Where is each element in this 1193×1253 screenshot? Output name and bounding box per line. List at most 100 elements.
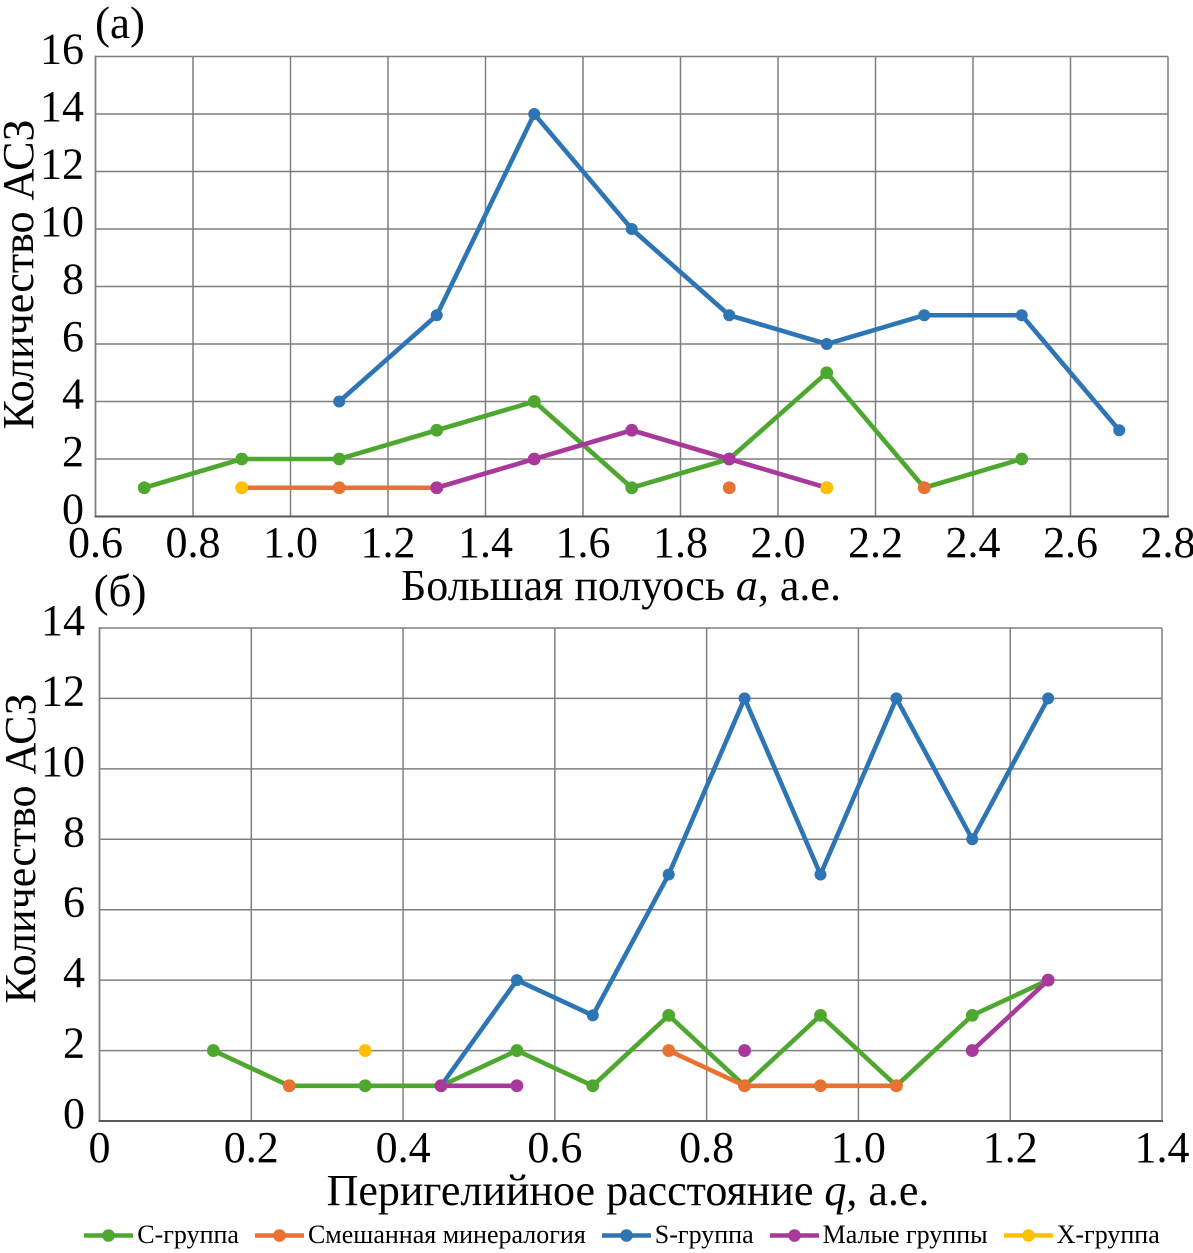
y-tick-label: 0 (63, 1089, 85, 1138)
series-S-группа (435, 692, 1055, 1092)
data-point (738, 1079, 751, 1093)
data-point (527, 395, 541, 408)
data-point (965, 1044, 979, 1057)
data-point (510, 974, 523, 987)
legend-label: S-группа (654, 1220, 754, 1249)
panel-2: 0 0.2 0.4 0.6 0.8 1.0 1.2 1.4 0 2 4 6 8 10 12 14(б) Пери… (0, 566, 1190, 1215)
data-point (820, 338, 833, 350)
series-Малые группы (434, 973, 1055, 1093)
y-tick-label: 2 (63, 1019, 85, 1068)
data-point (430, 309, 443, 322)
x-tick-label: 2.0 (751, 518, 806, 567)
y-tick-label: 14 (40, 82, 84, 131)
data-point (358, 1044, 372, 1057)
legend-label: C-группа (137, 1220, 239, 1249)
x-tick-label: 1.6 (556, 518, 611, 567)
y-tick-label: 2 (62, 427, 84, 476)
data-point (235, 481, 249, 495)
legend-label: Смешанная минералогия (307, 1220, 586, 1249)
y-tick-label: 0 (62, 485, 84, 534)
data-point (890, 692, 903, 705)
y-tick-label: 10 (40, 197, 84, 246)
data-point (528, 108, 541, 120)
data-point (332, 481, 346, 495)
data-point (333, 395, 346, 408)
legend-label: X-группа (1056, 1220, 1160, 1249)
panel-letter: (a) (95, 0, 145, 48)
y-axis-title: Количество АСЗ (0, 693, 45, 1003)
data-point (430, 481, 444, 495)
y-tick-label: 4 (63, 948, 85, 997)
data-point (820, 366, 834, 380)
data-point (1113, 424, 1126, 437)
data-point (510, 1044, 524, 1057)
x-tick-label: 0.6 (68, 518, 123, 567)
legend-item: S-группа (601, 1220, 754, 1249)
data-point (814, 868, 827, 881)
data-point (430, 423, 444, 437)
series-line (666, 1048, 899, 1089)
y-tick-label: 8 (63, 807, 85, 856)
legend-label: Малые группы (822, 1220, 988, 1249)
x-tick-label: 2.8 (1141, 518, 1193, 567)
data-point (1015, 309, 1028, 322)
series-Смешанная минералогия (282, 1044, 903, 1093)
data-point (918, 309, 931, 322)
y-tick-label: 16 (40, 25, 84, 74)
data-point (1042, 692, 1055, 705)
x-tick-label: 1.4 (1135, 1123, 1190, 1172)
data-point (722, 452, 736, 466)
y-tick-label: 12 (40, 140, 84, 189)
data-point (662, 1044, 676, 1057)
data-point (282, 1079, 296, 1093)
data-point (625, 223, 638, 235)
data-point (434, 1079, 448, 1093)
data-point (586, 1079, 600, 1093)
legend-item: X-группа (1003, 1220, 1160, 1249)
data-point (722, 481, 736, 495)
x-tick-label: 2.6 (1043, 518, 1098, 567)
x-tick-label: 0.2 (224, 1123, 279, 1172)
data-point (358, 1079, 372, 1093)
legend-item: Смешанная минералогия (254, 1220, 586, 1249)
data-point (814, 1008, 827, 1022)
data-point (1015, 452, 1029, 466)
y-tick-label: 8 (62, 255, 84, 304)
x-tick-label: 0.8 (166, 518, 221, 567)
y-tick-label: 6 (63, 878, 85, 927)
x-tick-label: 0 (89, 1123, 111, 1172)
data-point (586, 1009, 599, 1022)
y-tick-label: 6 (62, 312, 84, 361)
legend-marker-icon (1003, 1228, 1053, 1242)
data-point (662, 868, 675, 881)
y-tick-label: 4 (62, 370, 84, 419)
data-point (738, 692, 751, 705)
legend-marker-icon (254, 1228, 304, 1242)
data-point (965, 1008, 979, 1022)
data-point (1041, 973, 1055, 987)
data-point (820, 481, 834, 495)
data-point (966, 833, 979, 846)
x-axis-title: Большая полуось a, а.е. (401, 561, 841, 610)
y-tick-label: 10 (41, 737, 85, 786)
x-tick-label: 1.0 (831, 1123, 886, 1172)
legend-item: C-группа (84, 1222, 239, 1248)
data-point (510, 1079, 524, 1093)
y-tick-label: 14 (41, 596, 85, 645)
data-point (332, 452, 346, 466)
legend-marker-icon (601, 1228, 651, 1242)
legend-item: Малые группы (769, 1220, 988, 1249)
data-point (738, 1044, 751, 1057)
x-tick-label: 0.8 (679, 1123, 734, 1172)
data-point (625, 423, 639, 437)
legend: C-группа Смешанная минералогия S-группа Мал… (84, 1220, 1160, 1249)
data-point (889, 1079, 903, 1093)
legend-marker-icon (769, 1228, 819, 1242)
x-tick-label: 1.8 (653, 518, 708, 567)
x-axis-title: Перигелийное расстояние q, а.е. (327, 1166, 930, 1215)
x-tick-label: 1.0 (263, 518, 318, 567)
x-tick-label: 1.2 (361, 518, 416, 567)
data-point (723, 309, 736, 322)
series-S-группа (333, 108, 1126, 437)
